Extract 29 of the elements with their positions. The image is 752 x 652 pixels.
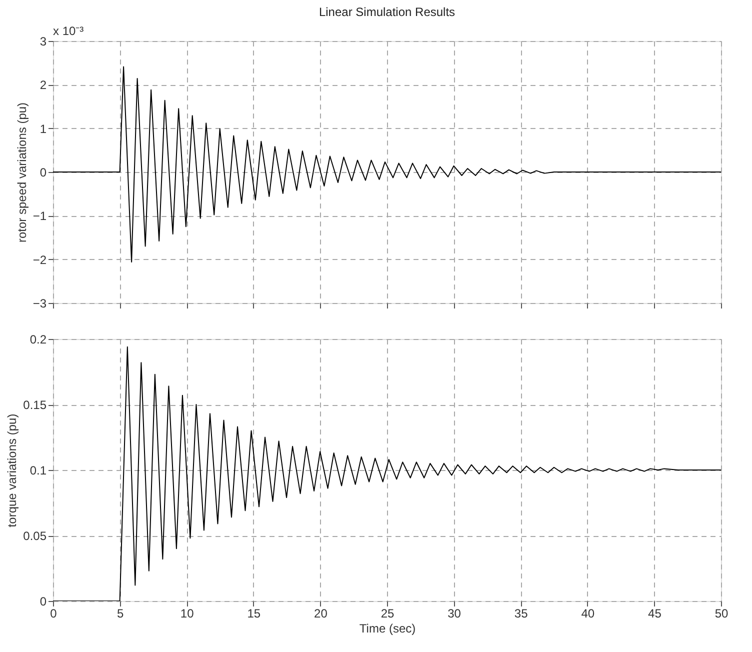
x-tick-label: 15 [247, 606, 261, 620]
y-tick-label: 0.05 [23, 529, 47, 543]
y-tick-label: −3 [32, 296, 47, 310]
y-tick-label: 0 [40, 166, 47, 180]
x-tick-label: 5 [116, 606, 124, 620]
x-axis-title: Time (sec) [359, 622, 416, 636]
x-tick-label: 30 [448, 606, 462, 620]
chart-title: Linear Simulation Results [318, 5, 456, 19]
x-tick-label: 10 [180, 606, 194, 620]
x-tick-label: 20 [314, 606, 328, 620]
y-tick-label: 3 [40, 34, 47, 48]
x-tick-label: 35 [514, 606, 528, 620]
x-tick-label: 40 [581, 606, 595, 620]
x-tick-label: 25 [380, 606, 394, 620]
y-axis-title: rotor speed variations (pu) [14, 102, 29, 243]
x-tick-label: 50 [714, 606, 728, 620]
y-tick-label: −2 [32, 252, 47, 267]
text: x 10⁻³ [53, 24, 84, 38]
y-tick-label: 0.15 [23, 398, 47, 412]
y-axis-title: torque variations (pu) [5, 414, 20, 528]
x-tick-label: 0 [50, 606, 58, 620]
y-tick-label: 0 [40, 594, 47, 608]
y-tick-label: −1 [32, 209, 47, 224]
line-series [53, 66, 721, 262]
x-tick-label: 45 [648, 606, 662, 620]
y-tick-label: 1 [40, 122, 47, 136]
y-tick-label: 2 [40, 78, 47, 92]
y-tick-label: 0.1 [30, 464, 47, 478]
y-tick-label: 0.2 [30, 332, 47, 346]
